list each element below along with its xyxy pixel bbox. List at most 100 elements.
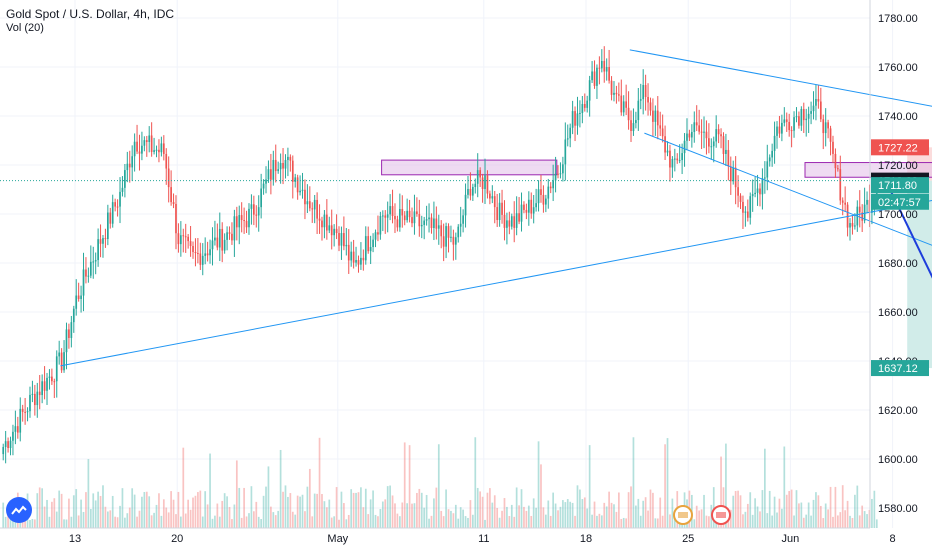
candle-body (311, 208, 314, 210)
volume-bar (452, 513, 455, 528)
candle-body (223, 239, 226, 251)
volume-bar (2, 502, 5, 528)
volume-bars (2, 437, 878, 528)
volume-bar (705, 515, 708, 528)
candle-body (396, 219, 399, 228)
candle-body (839, 169, 842, 201)
y-tick-label: 1760.00 (878, 62, 918, 74)
candle-body (710, 146, 713, 148)
volume-bar (179, 516, 182, 528)
candle-body (462, 215, 464, 224)
candle-body (257, 207, 260, 216)
y-tick-label: 1740.00 (878, 111, 918, 123)
earnings-event-icon[interactable] (673, 505, 693, 525)
volume-bar (138, 510, 141, 528)
candle-body (340, 233, 343, 246)
time-axis: 1320May111825Jun81522 (0, 527, 896, 545)
candle-body (812, 105, 815, 112)
volume-bar (635, 505, 637, 528)
volume-bar (510, 504, 513, 528)
candle-body (170, 187, 172, 203)
volume-bar (352, 492, 355, 528)
volume-bar (245, 516, 248, 528)
volume-bar (109, 510, 112, 528)
candle-body (423, 220, 426, 225)
us-flag-icon[interactable] (711, 505, 731, 525)
volume-indicator-label: Vol (20) (6, 22, 44, 34)
candle-body (484, 175, 486, 189)
volume-bar (41, 488, 44, 528)
candle-body (308, 201, 311, 209)
candle-body (233, 216, 236, 241)
volume-bar (221, 500, 224, 528)
candle-body (625, 101, 628, 108)
tradingview-logo-icon[interactable] (6, 497, 32, 523)
candle-body (574, 111, 576, 126)
candle-body (489, 193, 491, 199)
volume-bar (527, 505, 530, 528)
candle-body (372, 239, 374, 248)
candle-body (744, 211, 747, 213)
volume-bar (440, 510, 443, 528)
volume-bar (391, 495, 394, 528)
candle-body (420, 224, 423, 227)
volume-bar (591, 514, 593, 528)
volume-bar (167, 512, 170, 528)
y-tick-label: 1780.00 (878, 13, 918, 25)
volume-bar (459, 507, 462, 528)
volume-bar (712, 487, 715, 528)
volume-bar (498, 517, 501, 528)
candle-body (569, 127, 572, 139)
candle-body (698, 125, 701, 132)
candle-body (781, 122, 783, 134)
candle-body (527, 199, 530, 213)
candle-body (296, 177, 299, 193)
candle-body (406, 210, 409, 221)
candle-body (31, 393, 34, 395)
candle-body (581, 103, 584, 113)
candle-body (352, 251, 355, 263)
volume-bar (501, 510, 503, 528)
candle-body (866, 199, 868, 205)
candle-body (133, 141, 136, 157)
volume-bar (58, 490, 61, 528)
volume-bar (491, 502, 494, 528)
volume-bar (493, 495, 496, 528)
volume-bar (525, 510, 528, 528)
candle-body (338, 233, 340, 246)
candle-body (562, 164, 564, 174)
candle-body (442, 236, 445, 247)
volume-bar (627, 492, 630, 528)
volume-bar (384, 499, 387, 528)
candle-body (270, 169, 272, 180)
candle-body (739, 195, 742, 202)
candle-body (313, 199, 316, 210)
candle-body (440, 225, 443, 237)
projection-arrow (884, 179, 932, 279)
candle-body (630, 120, 632, 132)
candle-body (654, 110, 657, 122)
price-label-text: 1727.22 (878, 142, 918, 154)
candle-body (4, 441, 7, 447)
candle-body (21, 408, 24, 412)
candle-body (43, 381, 46, 391)
candle-body (435, 218, 438, 229)
candle-body (557, 173, 559, 175)
volume-bar (566, 499, 569, 528)
volume-bar (287, 496, 289, 528)
candle-body (136, 141, 138, 152)
candle-body (272, 159, 275, 180)
volume-bar (535, 507, 537, 528)
candle-body (603, 60, 606, 72)
candle-body (248, 208, 250, 228)
volume-bar (450, 510, 452, 528)
volume-bar (793, 515, 795, 528)
volume-bar (642, 500, 645, 528)
volume-bar (243, 487, 245, 528)
candle-body (588, 80, 591, 101)
candle-body (717, 129, 720, 135)
candle-body (291, 160, 294, 182)
candle-body (617, 94, 620, 96)
candle-body (851, 223, 854, 227)
